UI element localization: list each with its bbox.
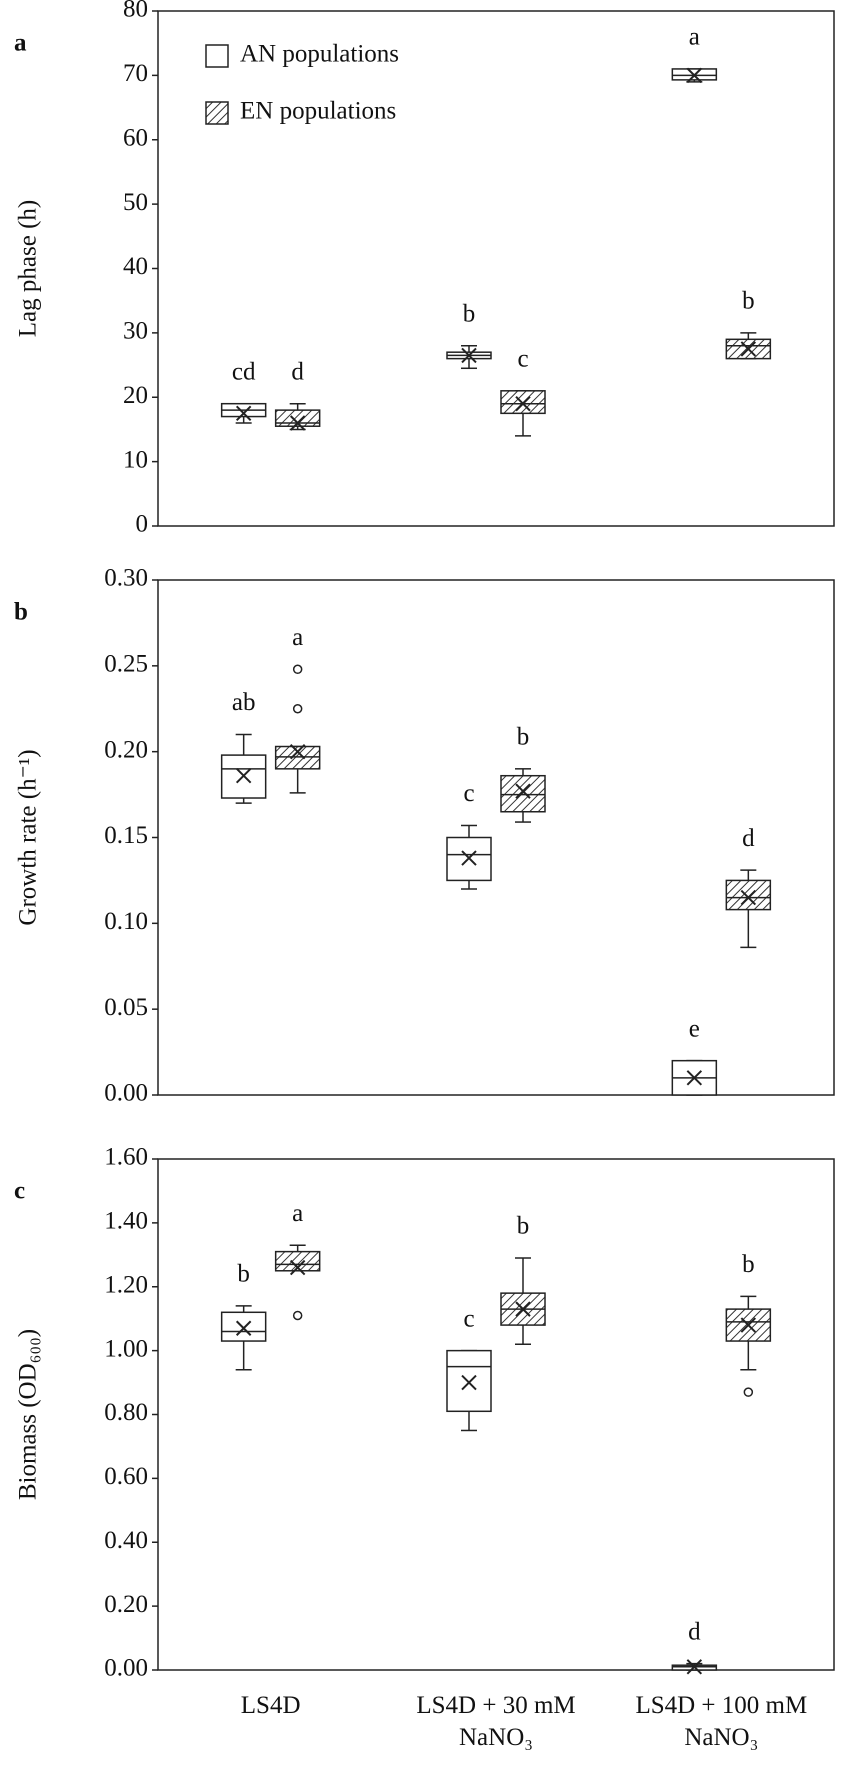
y-tick-label: 1.60 — [104, 1144, 148, 1171]
box — [500, 390, 546, 415]
mean-marker — [289, 743, 306, 760]
mean-marker — [289, 415, 306, 431]
y-tick-label: 0.40 — [104, 1527, 148, 1554]
y-tick-label: 20 — [123, 382, 148, 409]
box — [446, 1349, 492, 1413]
significance-letter: c — [463, 1305, 474, 1332]
y-tick-label: 0.30 — [104, 565, 148, 592]
legend-label: AN populations — [240, 41, 399, 68]
outlier — [292, 664, 303, 675]
box — [274, 409, 321, 427]
mean-marker — [461, 1374, 477, 1391]
y-tick-label: 0.05 — [104, 994, 148, 1021]
plot-frame — [157, 579, 835, 1096]
box — [500, 774, 546, 813]
panel-label: c — [14, 1178, 25, 1205]
mean-marker — [740, 341, 757, 357]
significance-letter: c — [463, 780, 474, 807]
significance-letter: b — [517, 724, 530, 751]
y-tick-label: 10 — [123, 446, 148, 473]
box — [274, 745, 321, 770]
significance-letter: cd — [232, 358, 256, 385]
y-tick-label: 0.20 — [104, 736, 148, 763]
box — [220, 1311, 267, 1342]
y-tick-label: 1.20 — [104, 1271, 148, 1298]
legend-swatch — [205, 101, 229, 125]
y-tick-label: 60 — [123, 124, 148, 151]
y-tick-label: 40 — [123, 253, 148, 280]
y-tick-label: 0.00 — [104, 1080, 148, 1107]
x-tick-label: LS4D — [240, 1692, 301, 1719]
mean-marker — [515, 783, 531, 799]
mean-marker — [686, 1070, 703, 1086]
mean-marker — [740, 889, 757, 906]
significance-letter: ab — [232, 689, 256, 716]
y-tick-label: 1.40 — [104, 1208, 148, 1235]
mean-marker — [235, 767, 252, 784]
mean-marker — [461, 850, 477, 866]
panel-label: a — [14, 30, 27, 57]
significance-letter: d — [742, 825, 755, 852]
mean-marker — [289, 1259, 306, 1276]
mean-marker — [235, 405, 252, 422]
mean-marker — [686, 67, 703, 84]
significance-letter: a — [292, 1200, 303, 1227]
significance-letter: b — [237, 1261, 250, 1288]
y-tick-label: 50 — [123, 189, 148, 216]
y-tick-label: 0.20 — [104, 1591, 148, 1618]
legend-swatch — [205, 44, 229, 68]
significance-letter: c — [517, 346, 528, 373]
significance-letter: a — [689, 24, 700, 51]
significance-letter: a — [292, 624, 303, 651]
y-tick-label: 1.00 — [104, 1335, 148, 1362]
outlier — [292, 1310, 303, 1321]
mean-marker — [235, 1320, 252, 1336]
box — [725, 879, 772, 911]
y-tick-label: 0.15 — [104, 822, 148, 849]
panel-label: b — [14, 599, 28, 626]
y-tick-label: 0.25 — [104, 651, 148, 678]
mean-marker — [515, 395, 531, 412]
mean-marker — [740, 1317, 757, 1333]
x-tick-label: LS4D + 100 mM NaNO₃ — [635, 1692, 808, 1751]
outlier — [743, 1387, 754, 1397]
x-tick-label: LS4D + 30 mM NaNO₃ — [416, 1692, 576, 1751]
significance-letter: b — [463, 300, 476, 327]
y-tick-label: 0.60 — [104, 1463, 148, 1490]
y-tick-label: 80 — [123, 0, 148, 23]
y-tick-label: 70 — [123, 60, 148, 87]
significance-letter: e — [689, 1015, 700, 1042]
significance-letter: b — [742, 288, 755, 315]
y-tick-label: 0.80 — [104, 1399, 148, 1426]
mean-marker — [515, 1301, 531, 1317]
significance-letter: d — [291, 358, 304, 385]
y-axis-label: Biomass (OD₆₀₀) — [15, 1329, 42, 1500]
significance-letter: b — [742, 1251, 755, 1278]
box — [274, 1250, 321, 1272]
y-tick-label: 0.00 — [104, 1655, 148, 1682]
mean-marker — [461, 347, 477, 364]
y-tick-label: 0 — [136, 511, 149, 538]
plot-frame — [157, 1158, 835, 1671]
outlier — [292, 704, 303, 714]
significance-letter: d — [688, 1618, 701, 1645]
legend-label: EN populations — [240, 98, 396, 125]
y-tick-label: 30 — [123, 318, 148, 345]
y-axis-label: Growth rate (h⁻¹) — [15, 749, 42, 925]
mean-marker — [686, 1659, 703, 1675]
y-axis-label: Lag phase (h) — [15, 200, 42, 337]
y-tick-label: 0.10 — [104, 908, 148, 935]
plot-frame — [157, 10, 835, 527]
significance-letter: b — [517, 1213, 530, 1240]
